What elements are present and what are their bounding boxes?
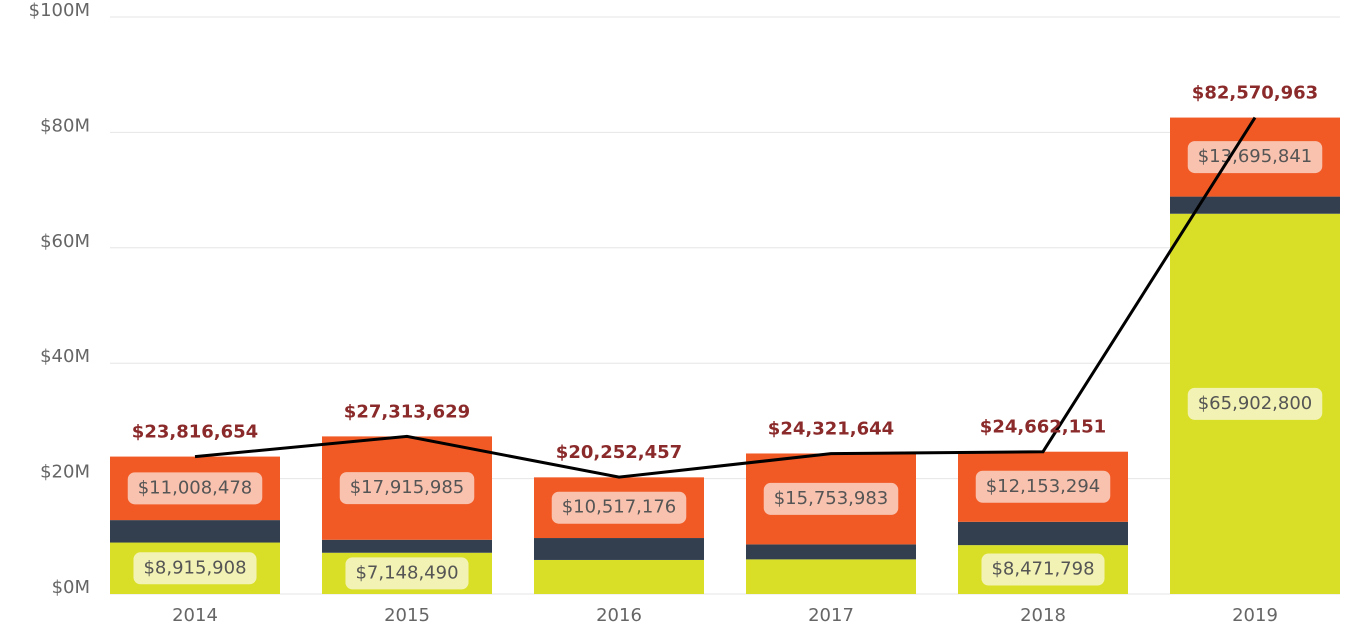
y-tick-label: $20M xyxy=(40,462,90,483)
label-box xyxy=(133,552,257,585)
x-tick-label: 2015 xyxy=(384,605,430,626)
y-tick-label: $0M xyxy=(52,577,90,598)
y-tick-label: $60M xyxy=(40,231,90,252)
total-label: $27,313,629 xyxy=(344,401,470,422)
data-label: $7,148,490 xyxy=(345,557,469,590)
data-label-text: $7,148,490 xyxy=(355,562,458,583)
bar-segment xyxy=(110,520,280,543)
bar-segment xyxy=(958,521,1128,546)
y-tick-label: $100M xyxy=(29,0,90,21)
data-label-text: $13,695,841 xyxy=(1198,146,1313,167)
label-box xyxy=(975,470,1111,503)
y-tick-label: $80M xyxy=(40,115,90,136)
data-label-text: $17,915,985 xyxy=(350,477,465,498)
x-tick-label: 2017 xyxy=(808,605,854,626)
bar-segment xyxy=(746,544,916,560)
x-tick-label: 2019 xyxy=(1232,605,1278,626)
total-label: $24,321,644 xyxy=(768,419,894,440)
label-box xyxy=(1187,141,1323,174)
bars xyxy=(110,117,1340,594)
y-tick-label: $40M xyxy=(40,346,90,367)
data-label: $8,471,798 xyxy=(981,553,1105,586)
label-box xyxy=(1187,387,1323,420)
bar-segment xyxy=(534,538,704,560)
data-label: $10,517,176 xyxy=(551,491,687,524)
data-label-text: $8,471,798 xyxy=(991,559,1094,580)
bar-segment xyxy=(1170,196,1340,214)
data-label-text: $11,008,478 xyxy=(138,477,253,498)
data-label-text: $15,753,983 xyxy=(774,488,889,509)
bar-segment xyxy=(746,559,916,594)
bar-segment xyxy=(534,559,704,594)
data-label-text: $65,902,800 xyxy=(1198,393,1313,414)
labels: $8,915,908 $11,008,478 $7,148,490 $17,915,9… xyxy=(127,83,1323,590)
total-label: $82,570,963 xyxy=(1192,83,1318,104)
data-label: $15,753,983 xyxy=(763,482,899,515)
label-box xyxy=(345,557,469,590)
data-label: $17,915,985 xyxy=(339,472,475,505)
data-label: $11,008,478 xyxy=(127,472,263,505)
label-box xyxy=(763,482,899,515)
label-box xyxy=(127,472,263,505)
total-label: $24,662,151 xyxy=(980,417,1106,438)
total-label: $23,816,654 xyxy=(132,422,258,443)
data-label-text: $12,153,294 xyxy=(986,476,1101,497)
data-label: $65,902,800 xyxy=(1187,387,1323,420)
x-tick-label: 2014 xyxy=(172,605,218,626)
data-label: $8,915,908 xyxy=(133,552,257,585)
label-box xyxy=(981,553,1105,586)
x-tick-label: 2018 xyxy=(1020,605,1066,626)
grid xyxy=(110,16,1340,595)
data-label-text: $8,915,908 xyxy=(143,557,246,578)
label-box xyxy=(551,491,687,524)
x-tick-label: 2016 xyxy=(596,605,642,626)
bar-segment xyxy=(322,539,492,553)
total-label: $20,252,457 xyxy=(556,442,682,463)
data-label: $13,695,841 xyxy=(1187,141,1323,174)
label-box xyxy=(339,472,475,505)
data-label: $12,153,294 xyxy=(975,470,1111,503)
total-line xyxy=(194,116,1257,479)
data-label-text: $10,517,176 xyxy=(562,497,677,518)
